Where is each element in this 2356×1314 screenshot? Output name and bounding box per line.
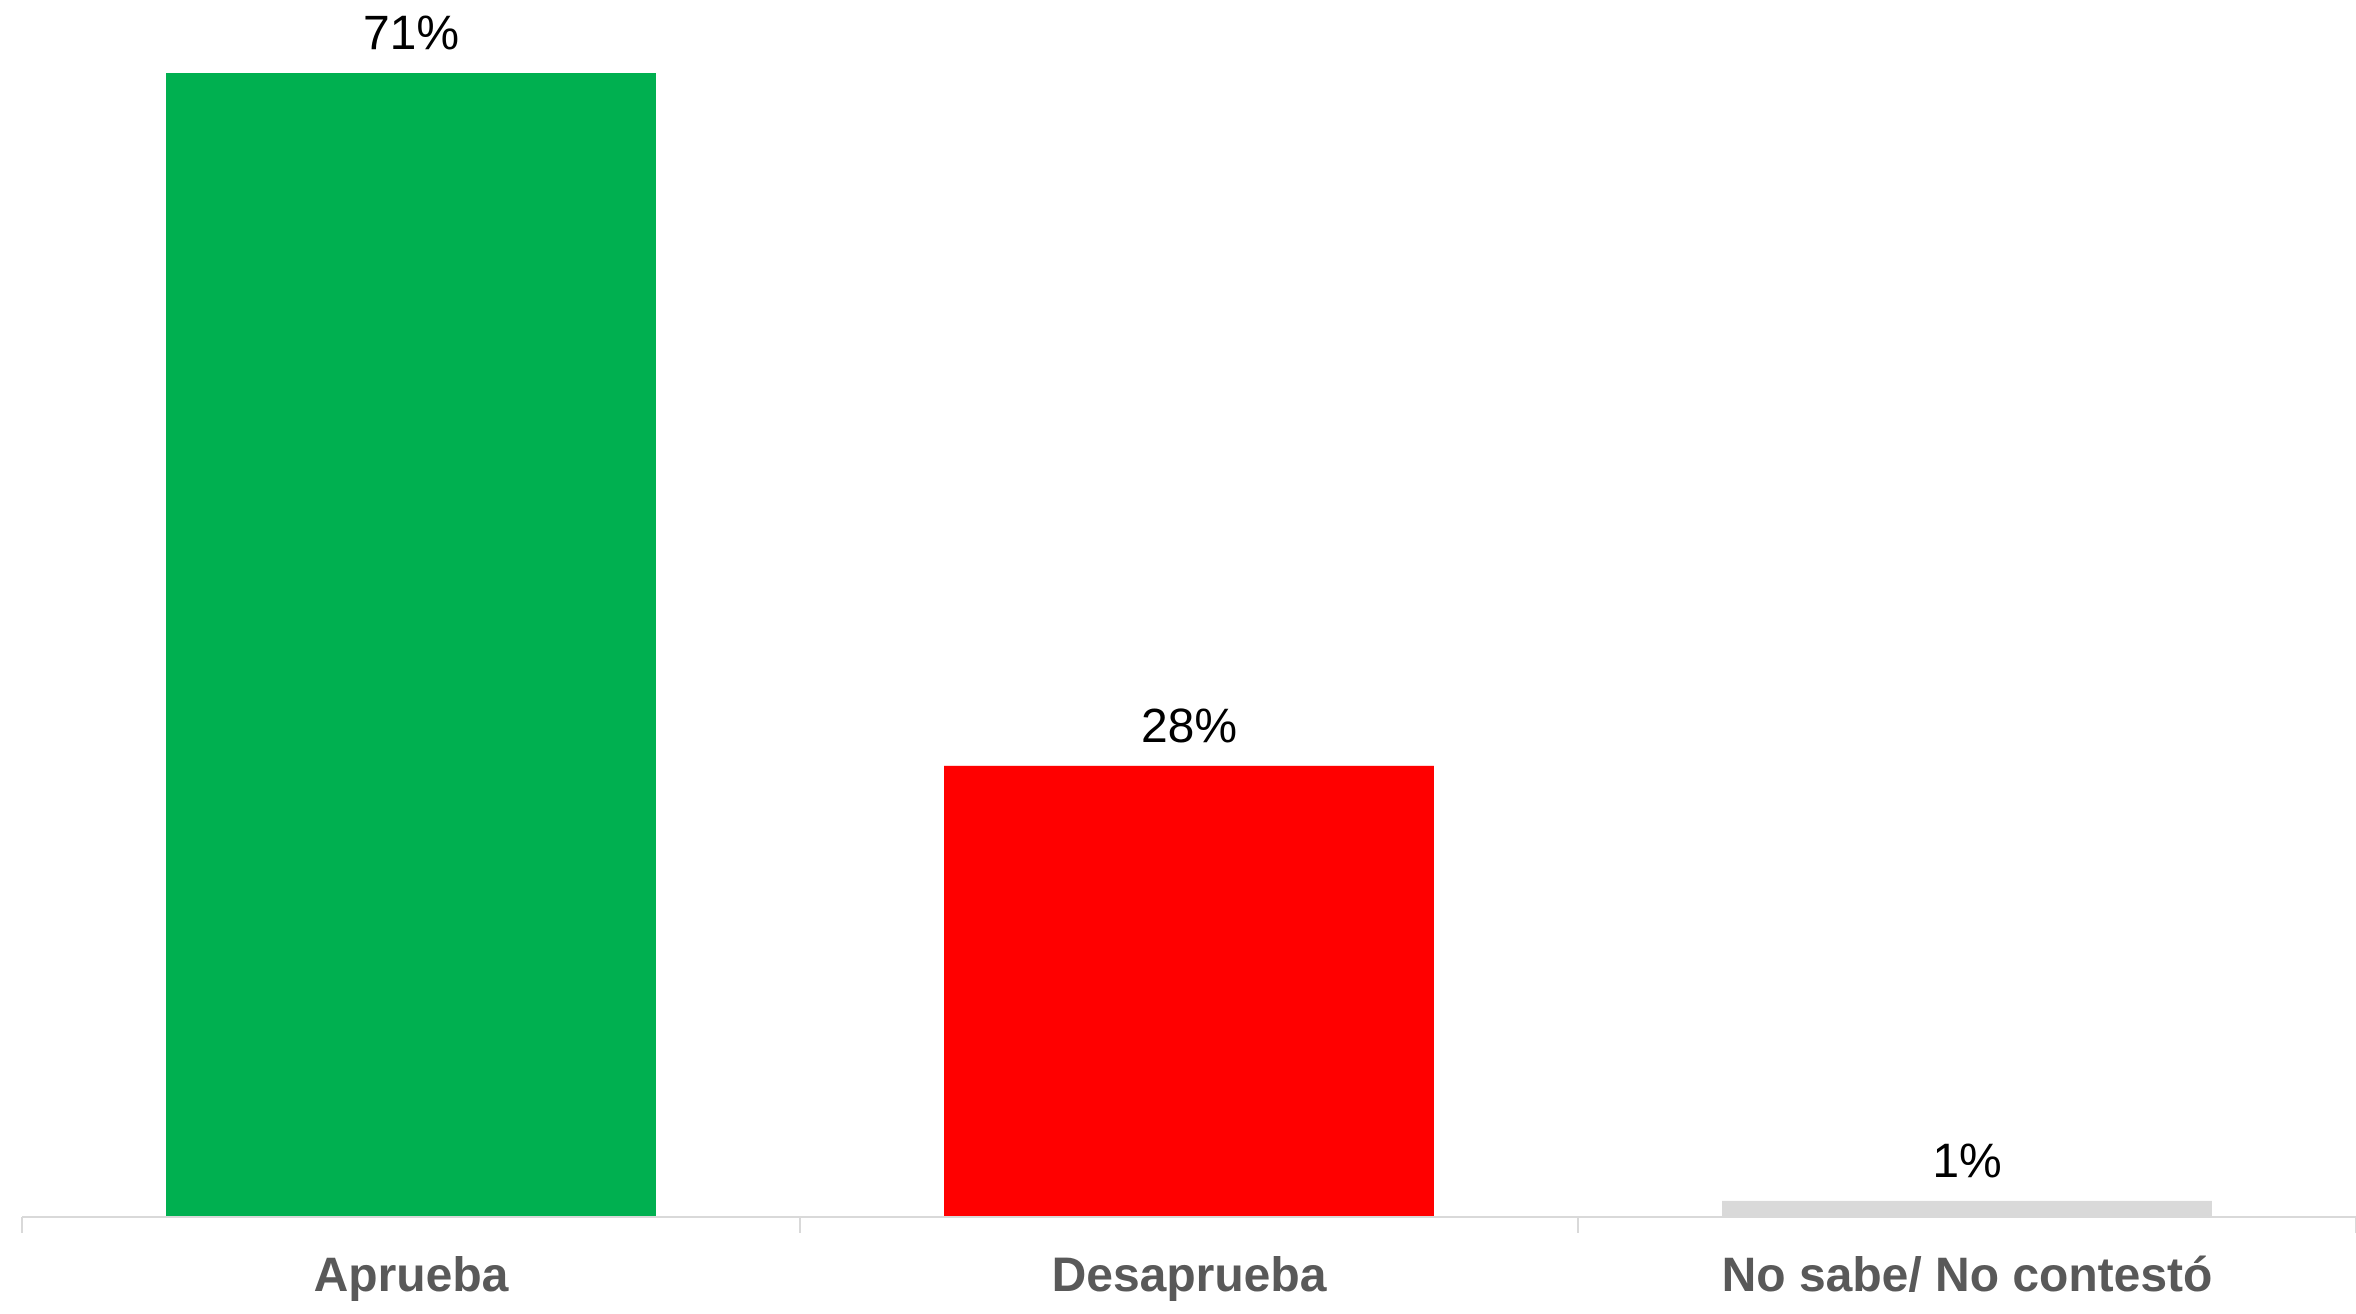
bar-desaprueba xyxy=(944,765,1434,1217)
x-tick-label-desaprueba: Desaprueba xyxy=(1052,1249,1327,1302)
bars-layer xyxy=(166,73,2212,1217)
data-label-no-sabe-no-contesto: 1% xyxy=(1932,1135,2001,1188)
x-tick-label-aprueba: Aprueba xyxy=(314,1249,509,1302)
x-tick-label-no-sabe-no-contesto: No sabe/ No contestó xyxy=(1722,1249,2213,1302)
bar-no-sabe-no-contesto xyxy=(1722,1200,2212,1217)
data-label-desaprueba: 28% xyxy=(1141,700,1237,753)
labels-layer: 71% Aprueba 28% Desaprueba 1% No sabe/ No con… xyxy=(314,7,2213,1302)
x-axis xyxy=(21,1216,2356,1233)
bar-aprueba xyxy=(166,73,656,1217)
data-label-aprueba: 71% xyxy=(363,7,459,60)
